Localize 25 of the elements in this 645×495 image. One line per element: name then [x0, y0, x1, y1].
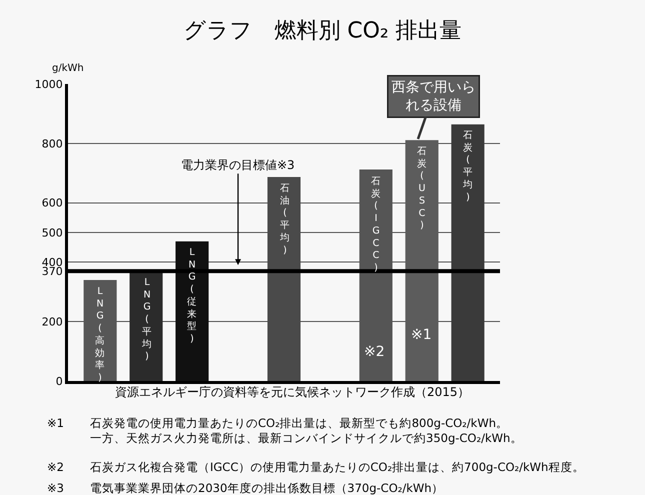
x-tick-label: LNG(平均): [141, 277, 152, 362]
chart-title: グラフ 燃料別 CO₂ 排出量: [183, 18, 462, 44]
y-tick-label: 800: [42, 137, 63, 150]
annotation: ※2: [364, 344, 385, 360]
y-tick-label: 1000: [34, 78, 63, 91]
y-axis-title: g/kWh: [52, 63, 84, 74]
y-tick-label: 200: [42, 315, 63, 328]
annotation: ※1: [411, 327, 432, 343]
text: ※2 石炭ガス化複合発電（IGCC）の使用電力量あたりのCO₂排出量は、約700g-CO₂/kWh程度。: [47, 460, 584, 474]
y-tick-label: 0: [56, 374, 63, 388]
x-tick-label: 石炭(IGCC): [371, 176, 381, 274]
x-tick-label: 石油(平均): [279, 183, 290, 256]
ref-line-label: 電力業界の目標値※3: [181, 158, 295, 172]
text: ※1 石炭発電の使用電力量あたりのCO₂排出量は、最新型でも約800g-CO₂/kWh。一方、天然ガス火力発電所は、最新コンバインドサイクルで約350g-CO₂/kWh。: [47, 416, 522, 445]
bar: [451, 124, 484, 381]
bar: [176, 241, 209, 381]
x-tick-label: 石炭(平均): [462, 130, 473, 203]
text: 資源エネルギー庁の資料等を元に気候ネットワーク作成（2015）: [115, 385, 470, 399]
text: ※3 電気事業業界団体の2030年度の排出係数目標（370g-CO₂/kWh）: [47, 481, 444, 495]
y-tick-label: 600: [42, 196, 63, 210]
x-tick-label: LNG(高効率): [95, 286, 105, 384]
x-tick-label: LNG(従来型): [187, 247, 197, 344]
annotation: 西条で用いられる設備: [392, 80, 476, 114]
y-tick-label: 500: [42, 226, 63, 240]
x-tick-label: 石炭(USC): [417, 146, 427, 232]
